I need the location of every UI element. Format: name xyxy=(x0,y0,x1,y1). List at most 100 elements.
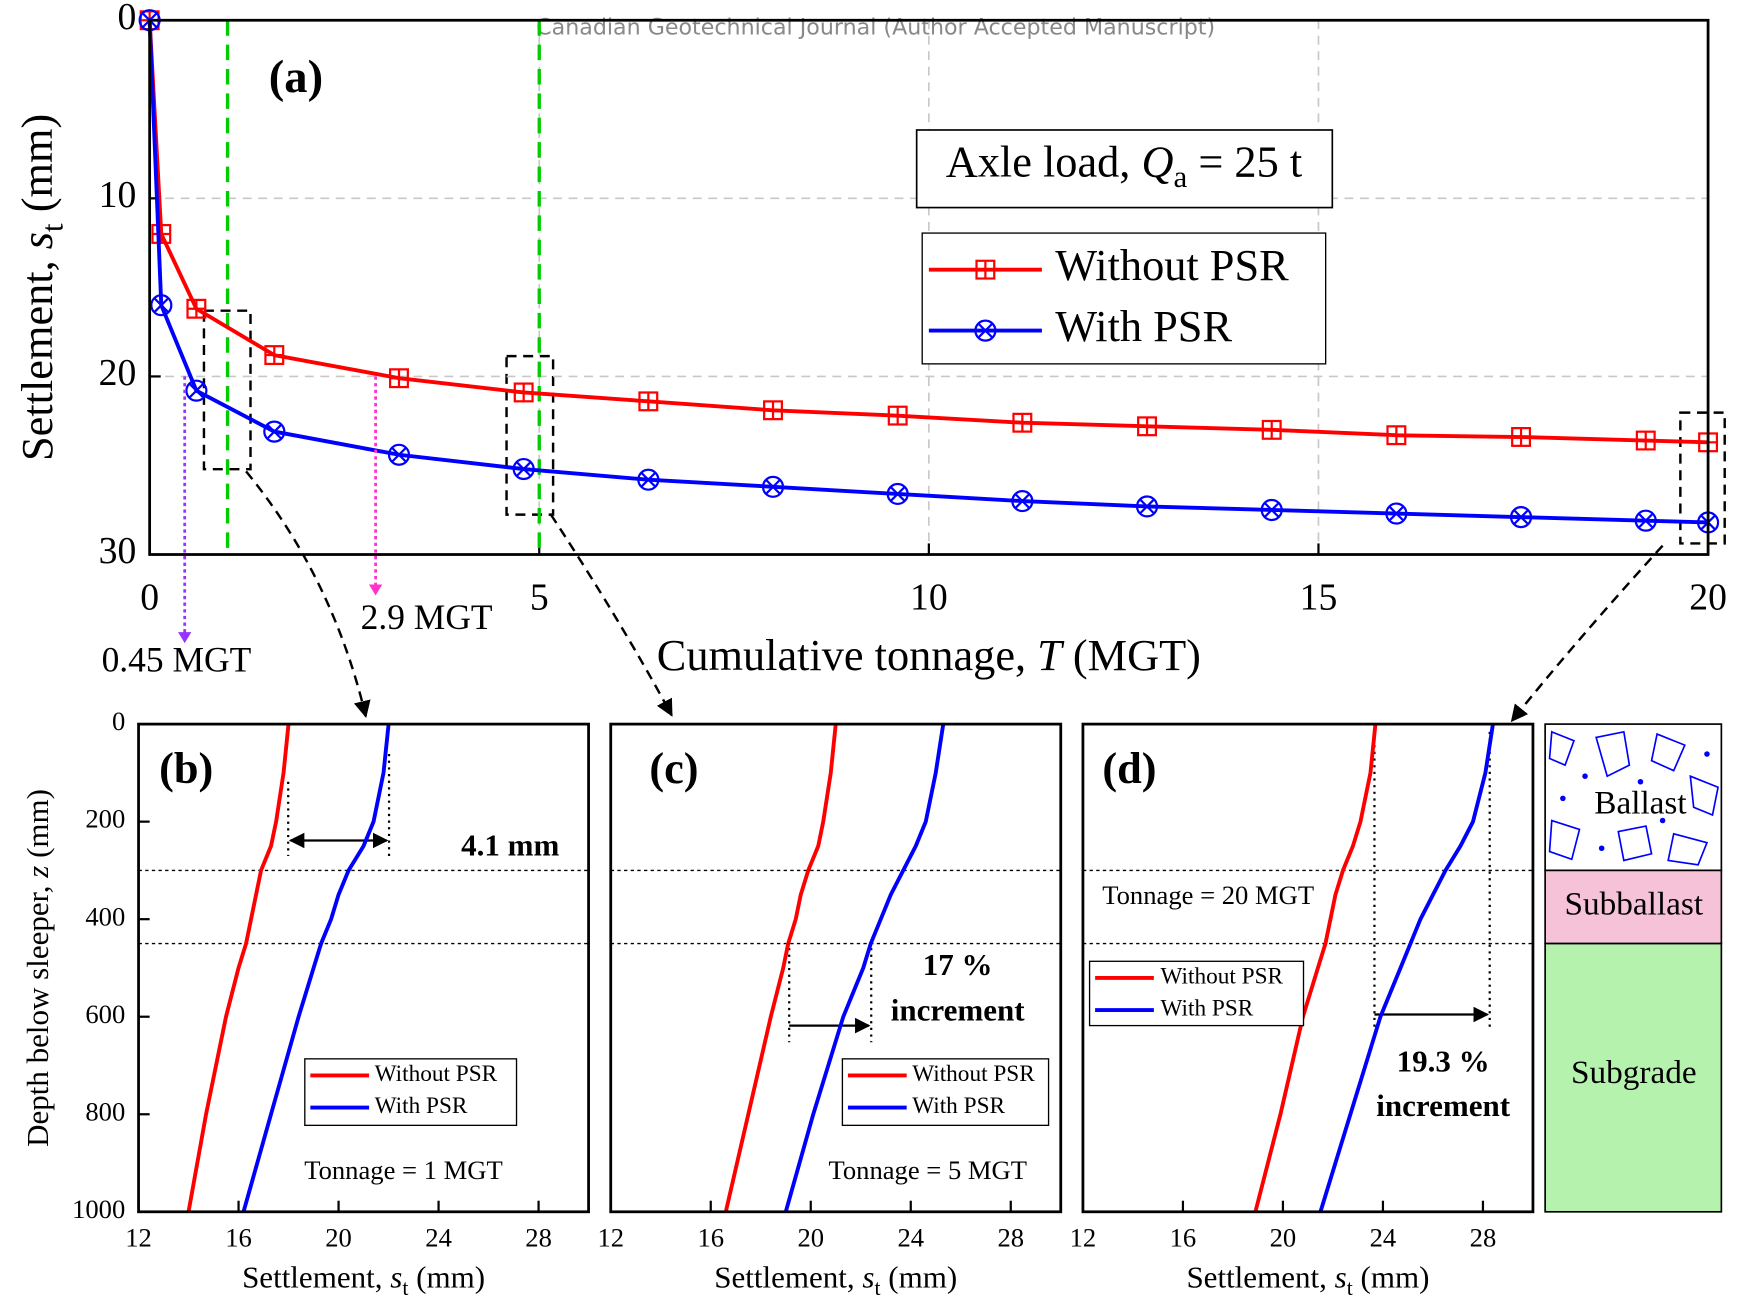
zoom-box xyxy=(1679,411,1726,545)
marker-x xyxy=(1513,509,1529,525)
marker xyxy=(1511,427,1532,447)
legend-label: Without PSR xyxy=(1161,963,1284,989)
panel-label: (b) xyxy=(159,743,213,793)
marker-x xyxy=(1388,505,1405,522)
load-label: Axle load, Qa = 25 t xyxy=(946,137,1303,194)
marker xyxy=(1634,509,1657,532)
x-tick-label: 24 xyxy=(1370,1223,1397,1253)
dimension-arrows xyxy=(287,731,1491,1043)
y-axis-label-text: Depth below sleeper, xyxy=(20,878,55,1147)
legend-label: With PSR xyxy=(1161,995,1254,1021)
series-line xyxy=(783,723,946,1213)
legend-label: With PSR xyxy=(912,1093,1005,1119)
marker xyxy=(886,482,909,506)
layer-schematic: Ballast Subballast Subgrade xyxy=(1544,723,1723,1213)
marker-circle xyxy=(387,443,411,466)
tonnage-note: Tonnage = 20 MGT xyxy=(1102,880,1314,910)
x-axis-label-unit: (mm) xyxy=(408,1260,485,1295)
y-tick-label: 20 xyxy=(99,352,137,394)
marker xyxy=(264,345,285,366)
load-label-text: Axle load, xyxy=(946,137,1142,187)
marker xyxy=(151,223,172,244)
dot xyxy=(1582,773,1588,779)
y-tick-label: 0 xyxy=(117,0,136,38)
marker xyxy=(1386,425,1407,446)
x-tick-label: 12 xyxy=(1070,1223,1097,1253)
marker-x xyxy=(1637,512,1654,529)
marker-circle xyxy=(263,420,286,443)
aggregate xyxy=(1617,825,1653,862)
panel-label: (c) xyxy=(649,743,698,793)
legend-label: Without PSR xyxy=(912,1061,1035,1087)
marker-x xyxy=(1014,493,1031,509)
x-tick-label: 20 xyxy=(325,1223,352,1253)
marker-circle xyxy=(761,475,785,498)
series-line xyxy=(723,723,838,1213)
x-tick-label: 24 xyxy=(897,1223,924,1253)
y-axis-label-var: z xyxy=(20,866,55,879)
legend-box xyxy=(1088,960,1305,1027)
x-tick-label: 10 xyxy=(910,577,948,619)
x-axis-label-text: Settlement, xyxy=(714,1260,862,1295)
x-tick-label: 16 xyxy=(225,1223,252,1253)
series-line xyxy=(1318,723,1495,1213)
y-tick-label: 400 xyxy=(85,901,125,931)
marker xyxy=(1635,430,1656,451)
x-axis-label-sub: t xyxy=(875,1276,881,1300)
y-axis-label-unit: (mm) xyxy=(20,789,55,866)
y-axis-label-unit: (mm) xyxy=(12,114,62,224)
x-tick-label: 0 xyxy=(140,577,159,619)
x-tick-label: 20 xyxy=(1689,577,1727,619)
zoom-arrow xyxy=(549,513,673,717)
ballast-dots xyxy=(1560,751,1710,852)
plot-frame xyxy=(1081,722,1535,1214)
x-tick-label: 28 xyxy=(525,1223,552,1253)
ballast-aggregates xyxy=(1548,730,1719,866)
marker-circle xyxy=(1385,502,1408,525)
x-tick-label: 12 xyxy=(125,1223,152,1253)
subgrade-layer xyxy=(1544,942,1723,1213)
x-axis-label: Cumulative tonnage, T (MGT) xyxy=(657,630,1201,680)
dot xyxy=(1659,817,1666,824)
marker-circle xyxy=(185,379,208,402)
x-axis-label-text: Settlement, xyxy=(1186,1260,1334,1295)
aggregate xyxy=(1667,832,1709,866)
annotation-box xyxy=(915,129,1334,209)
dot xyxy=(1637,778,1644,785)
x-axis-label: Settlement, st (mm) xyxy=(714,1260,957,1300)
x-tick-label: 15 xyxy=(1300,577,1338,619)
y-axis-label-text: Settlement, xyxy=(12,249,62,461)
marker xyxy=(513,382,534,403)
x-axis-label-var: s xyxy=(390,1260,402,1295)
marker xyxy=(763,400,783,421)
marker xyxy=(638,391,659,412)
marker-circle xyxy=(1135,495,1159,518)
marker xyxy=(887,405,908,426)
legend-label: With PSR xyxy=(1055,301,1232,351)
marker-x xyxy=(1139,498,1155,515)
x-tick-label: 12 xyxy=(597,1223,624,1253)
x-axis-label-text: Settlement, xyxy=(242,1260,390,1295)
dot xyxy=(1560,795,1566,802)
y-tick-label: 1000 xyxy=(72,1194,125,1224)
marker-circle xyxy=(886,482,909,506)
y-tick-label: 30 xyxy=(99,530,137,572)
aggregate xyxy=(1548,819,1581,861)
marker-x xyxy=(1263,502,1280,518)
marker xyxy=(512,457,535,481)
y-axis-label-var: s xyxy=(12,232,62,249)
increment-label: 19.3 % xyxy=(1397,1044,1490,1079)
marker xyxy=(389,368,409,389)
increment-label: increment xyxy=(891,993,1025,1028)
y-tick-label: 600 xyxy=(85,999,125,1029)
marker-x xyxy=(153,297,170,314)
legend-box xyxy=(921,232,1327,365)
y-axis-label: Depth below sleeper, z (mm) xyxy=(20,789,55,1147)
y-axis-label: Settlement, st (mm) xyxy=(12,114,69,461)
tonnage-note: Tonnage = 5 MGT xyxy=(828,1155,1027,1185)
marker-circle xyxy=(1634,509,1657,532)
marker-x xyxy=(188,382,205,399)
increment-label: increment xyxy=(1376,1088,1510,1123)
x-axis-label-var: s xyxy=(862,1260,874,1295)
